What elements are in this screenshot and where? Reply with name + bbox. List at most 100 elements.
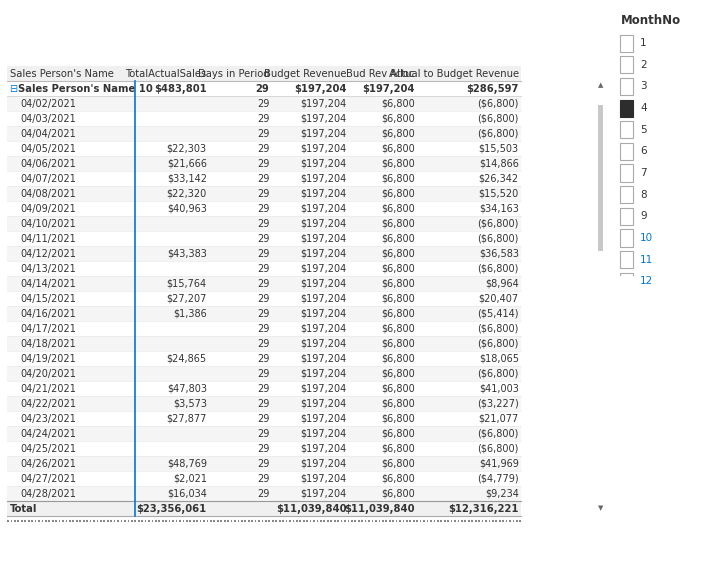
Text: $197,204: $197,204 xyxy=(300,414,347,424)
Text: $197,204: $197,204 xyxy=(300,189,347,199)
Text: $6,800: $6,800 xyxy=(381,324,415,333)
Bar xyxy=(620,230,633,247)
Text: ($6,800): ($6,800) xyxy=(478,444,519,453)
Text: $24,865: $24,865 xyxy=(167,354,207,364)
Text: $20,407: $20,407 xyxy=(479,294,519,304)
Text: Bud Rev Alloc: Bud Rev Alloc xyxy=(347,69,415,79)
Text: $15,764: $15,764 xyxy=(167,279,207,289)
Bar xyxy=(7,411,521,426)
Text: $197,204: $197,204 xyxy=(300,399,347,409)
Bar xyxy=(7,82,521,96)
Bar xyxy=(620,78,633,95)
Text: $6,800: $6,800 xyxy=(381,129,415,139)
Text: 04/12/2021: 04/12/2021 xyxy=(20,249,76,259)
Text: $197,204: $197,204 xyxy=(300,279,347,289)
Text: 04/06/2021: 04/06/2021 xyxy=(20,159,76,169)
Text: $197,204: $197,204 xyxy=(300,219,347,229)
Text: $3,573: $3,573 xyxy=(173,399,207,409)
Text: 04/16/2021: 04/16/2021 xyxy=(20,309,76,319)
Bar xyxy=(7,501,521,516)
Text: 04/09/2021: 04/09/2021 xyxy=(20,204,76,214)
Text: Total: Total xyxy=(10,503,37,514)
Text: 29: 29 xyxy=(257,414,269,424)
Text: 5: 5 xyxy=(640,125,647,135)
Text: $483,801: $483,801 xyxy=(154,84,207,94)
Text: 29: 29 xyxy=(257,459,269,469)
Text: $6,800: $6,800 xyxy=(381,444,415,453)
Bar xyxy=(7,141,521,156)
Text: 6: 6 xyxy=(640,146,647,157)
Text: $6,800: $6,800 xyxy=(381,174,415,184)
Text: $15,503: $15,503 xyxy=(479,144,519,154)
Text: $197,204: $197,204 xyxy=(300,459,347,469)
Text: 04/21/2021: 04/21/2021 xyxy=(20,383,76,394)
Text: ($6,800): ($6,800) xyxy=(478,129,519,139)
Text: $33,142: $33,142 xyxy=(167,174,207,184)
Text: $197,204: $197,204 xyxy=(300,99,347,109)
Bar xyxy=(620,165,633,181)
Text: ($5,414): ($5,414) xyxy=(478,309,519,319)
Text: ($6,800): ($6,800) xyxy=(478,429,519,439)
Text: $21,077: $21,077 xyxy=(478,414,519,424)
Text: $21,666: $21,666 xyxy=(167,159,207,169)
Text: $23,356,061: $23,356,061 xyxy=(137,503,207,514)
Text: 29: 29 xyxy=(257,114,269,124)
Text: $6,800: $6,800 xyxy=(381,429,415,439)
Bar xyxy=(7,381,521,396)
Text: 3: 3 xyxy=(640,82,647,91)
Text: 29: 29 xyxy=(257,189,269,199)
Text: 29: 29 xyxy=(257,234,269,244)
Text: ▼: ▼ xyxy=(598,506,603,511)
Bar xyxy=(620,56,633,73)
Text: 04/10/2021: 04/10/2021 xyxy=(20,219,76,229)
Text: $6,800: $6,800 xyxy=(381,399,415,409)
Text: TotalActualSales: TotalActualSales xyxy=(125,69,207,79)
Text: $6,800: $6,800 xyxy=(381,383,415,394)
Bar xyxy=(7,216,521,231)
Text: 29: 29 xyxy=(257,474,269,484)
Text: 04/04/2021: 04/04/2021 xyxy=(20,129,76,139)
Text: 29: 29 xyxy=(257,429,269,439)
Text: $8,964: $8,964 xyxy=(485,279,519,289)
Text: ($6,800): ($6,800) xyxy=(478,369,519,379)
Text: $41,969: $41,969 xyxy=(479,459,519,469)
Bar xyxy=(7,366,521,381)
Text: $6,800: $6,800 xyxy=(381,204,415,214)
Text: 29: 29 xyxy=(257,294,269,304)
Text: 29: 29 xyxy=(257,249,269,259)
Text: $6,800: $6,800 xyxy=(381,459,415,469)
Text: $22,320: $22,320 xyxy=(167,189,207,199)
Text: 04/22/2021: 04/22/2021 xyxy=(20,399,76,409)
Text: 04/20/2021: 04/20/2021 xyxy=(20,369,76,379)
Text: 04/13/2021: 04/13/2021 xyxy=(20,263,76,274)
Text: $34,163: $34,163 xyxy=(479,204,519,214)
Text: 04/02/2021: 04/02/2021 xyxy=(20,99,76,109)
Text: $197,204: $197,204 xyxy=(362,84,415,94)
Text: $6,800: $6,800 xyxy=(381,369,415,379)
Text: $6,800: $6,800 xyxy=(381,99,415,109)
Text: $9,234: $9,234 xyxy=(485,488,519,499)
Text: 10: 10 xyxy=(640,233,653,243)
Text: 29: 29 xyxy=(257,309,269,319)
Text: $26,342: $26,342 xyxy=(479,174,519,184)
Text: $6,800: $6,800 xyxy=(381,114,415,124)
Text: 29: 29 xyxy=(257,129,269,139)
Text: $40,963: $40,963 xyxy=(167,204,207,214)
Text: $22,303: $22,303 xyxy=(167,144,207,154)
Text: 29: 29 xyxy=(257,399,269,409)
Text: $14,866: $14,866 xyxy=(479,159,519,169)
Bar xyxy=(7,96,521,111)
Text: $197,204: $197,204 xyxy=(300,294,347,304)
Text: 29: 29 xyxy=(256,84,269,94)
Text: $197,204: $197,204 xyxy=(300,488,347,499)
Text: $2,021: $2,021 xyxy=(173,474,207,484)
Text: $197,204: $197,204 xyxy=(300,249,347,259)
Text: $6,800: $6,800 xyxy=(381,354,415,364)
Text: $197,204: $197,204 xyxy=(300,159,347,169)
Text: $6,800: $6,800 xyxy=(381,474,415,484)
Text: Budget Revenue: Budget Revenue xyxy=(264,69,347,79)
Text: 04/14/2021: 04/14/2021 xyxy=(20,279,76,289)
Bar xyxy=(7,156,521,171)
Text: 11: 11 xyxy=(640,255,653,265)
Bar xyxy=(7,321,521,336)
